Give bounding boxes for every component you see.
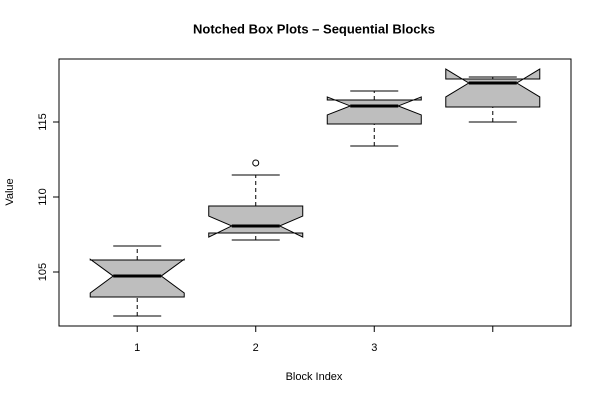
x-tick-label: 2 — [253, 342, 259, 354]
y-tick-label: 110 — [37, 188, 49, 206]
x-tick-label: 1 — [134, 342, 140, 354]
box — [445, 68, 541, 108]
y-tick-label: 105 — [37, 263, 49, 281]
y-axis-label: Value — [4, 178, 16, 205]
chart-title: Notched Box Plots – Sequential Blocks — [193, 21, 435, 36]
x-axis-label: Block Index — [286, 371, 343, 383]
x-tick-label: 3 — [371, 342, 377, 354]
box — [326, 96, 422, 125]
plot-frame — [58, 58, 572, 327]
outlier — [252, 159, 260, 167]
box — [89, 258, 185, 298]
box — [208, 205, 304, 238]
y-tick-label: 115 — [37, 113, 49, 131]
